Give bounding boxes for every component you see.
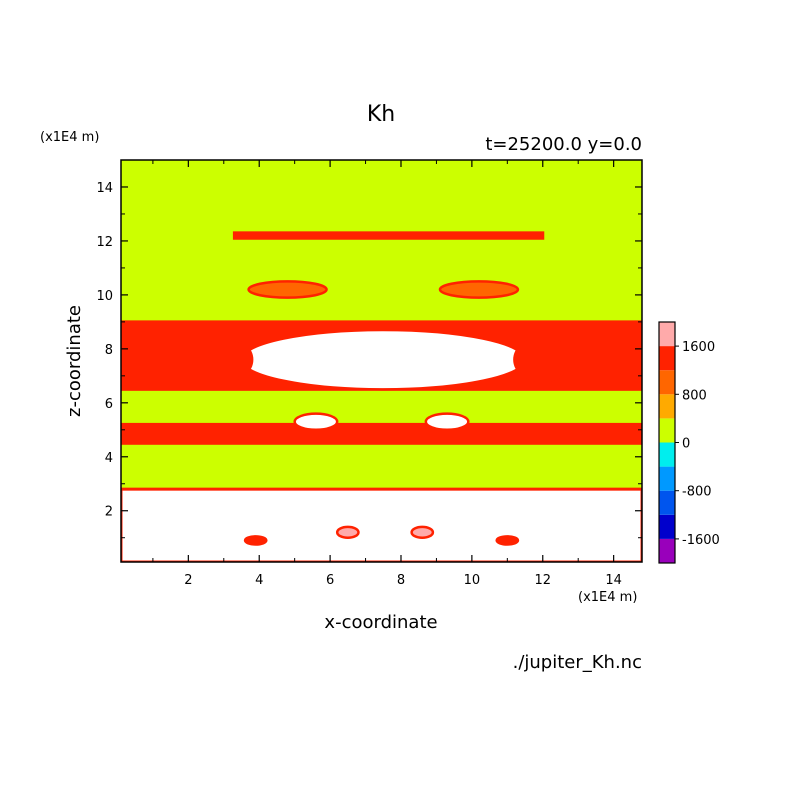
field-blob-10: [495, 535, 520, 546]
colorbar-tick-label: -1600: [682, 533, 720, 548]
colorbar-swatch: [659, 394, 675, 419]
y-tick-label: 4: [105, 451, 113, 466]
field-band-0: [121, 487, 642, 562]
source-file-label: ./jupiter_Kh.nc: [513, 652, 642, 673]
colorbar-swatch: [659, 466, 675, 491]
field-blob-8: [410, 525, 435, 539]
x-tick-label: 4: [255, 573, 263, 588]
y-tick-label: 6: [105, 397, 113, 412]
y-tick-label: 10: [96, 289, 113, 304]
y-axis-label: z-coordinate: [64, 305, 85, 417]
colorbar-swatch: [659, 490, 675, 515]
y-unit-label: (x1E4 m): [40, 130, 99, 145]
colorbar-swatch: [659, 322, 675, 347]
y-axis-ticks: 2 4 6 8 10 12 14: [96, 159, 642, 539]
field-blob-5: [293, 412, 339, 432]
colorbar-swatch: [659, 514, 675, 539]
field-blob-13: [247, 280, 328, 299]
field-blob-14: [438, 280, 520, 299]
y-tick-label: 8: [105, 343, 113, 358]
contour-field: [121, 160, 642, 562]
field-blob-6: [424, 412, 470, 432]
colorbar-tick-label: 0: [682, 437, 690, 452]
x-axis-ticks: 2 4 6 8 10 12 14: [152, 160, 622, 588]
field-blob-7: [335, 525, 360, 539]
field-blob-11: [194, 336, 254, 383]
field-blob-4: [240, 328, 527, 391]
colorbar-tick-label: 1600: [682, 340, 715, 355]
chart-title: Kh: [367, 102, 395, 127]
y-tick-label: 2: [105, 505, 113, 520]
colorbar-tick-label: -800: [682, 485, 712, 500]
x-tick-label: 14: [605, 573, 622, 588]
x-tick-label: 8: [397, 573, 405, 588]
colorbar-swatch: [659, 346, 675, 371]
y-tick-label: 12: [96, 235, 113, 250]
x-tick-label: 2: [184, 573, 192, 588]
x-tick-label: 10: [464, 573, 481, 588]
colorbar-swatch: [659, 442, 675, 467]
colorbar-swatch: [659, 418, 675, 443]
field-band-2: [121, 422, 642, 445]
field-blob-9: [243, 535, 268, 546]
x-unit-label: (x1E4 m): [578, 590, 637, 605]
plot-frame: [120, 159, 643, 563]
field-blob-12: [513, 336, 573, 383]
colorbar: 1600 800 0 -800 -1600: [658, 321, 720, 564]
colorbar-tick-label: 800: [682, 388, 707, 403]
field-band-3: [232, 231, 545, 240]
x-tick-label: 6: [326, 573, 334, 588]
colorbar-swatch: [659, 538, 675, 563]
y-tick-label: 14: [96, 181, 113, 196]
chart-subtitle: t=25200.0 y=0.0: [485, 134, 642, 155]
colorbar-swatch: [659, 370, 675, 395]
x-axis-label: x-coordinate: [324, 612, 437, 633]
x-tick-label: 12: [534, 573, 551, 588]
